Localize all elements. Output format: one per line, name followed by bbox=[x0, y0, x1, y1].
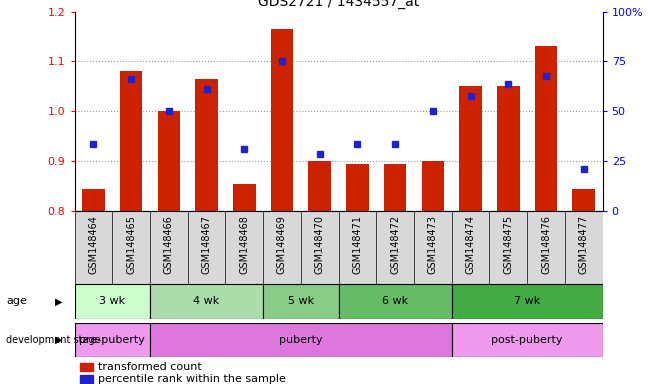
Bar bbox=[112, 211, 150, 284]
Text: GSM148475: GSM148475 bbox=[503, 215, 513, 274]
Bar bbox=[75, 323, 150, 357]
Bar bbox=[80, 363, 93, 371]
Text: GSM148469: GSM148469 bbox=[277, 215, 287, 274]
Text: development stage: development stage bbox=[6, 335, 101, 345]
Text: 5 wk: 5 wk bbox=[288, 296, 314, 306]
Text: GSM148474: GSM148474 bbox=[466, 215, 476, 274]
Bar bbox=[565, 211, 603, 284]
Text: pre-puberty: pre-puberty bbox=[79, 335, 145, 345]
Bar bbox=[82, 189, 105, 211]
Text: percentile rank within the sample: percentile rank within the sample bbox=[98, 374, 286, 384]
Bar bbox=[150, 284, 263, 319]
Text: puberty: puberty bbox=[279, 335, 323, 345]
Bar bbox=[527, 211, 565, 284]
Bar bbox=[150, 211, 188, 284]
Text: GSM148472: GSM148472 bbox=[390, 215, 400, 274]
Bar bbox=[452, 323, 603, 357]
Bar bbox=[188, 211, 226, 284]
Bar bbox=[339, 211, 376, 284]
Bar bbox=[535, 46, 557, 211]
Text: GSM148476: GSM148476 bbox=[541, 215, 551, 274]
Text: GSM148471: GSM148471 bbox=[353, 215, 362, 274]
Text: 4 wk: 4 wk bbox=[193, 296, 220, 306]
Bar bbox=[271, 29, 294, 211]
Bar bbox=[572, 189, 595, 211]
Bar bbox=[339, 284, 452, 319]
Text: GSM148477: GSM148477 bbox=[579, 215, 589, 274]
Bar bbox=[263, 211, 301, 284]
Text: GSM148470: GSM148470 bbox=[315, 215, 325, 274]
Text: age: age bbox=[6, 296, 27, 306]
Text: GSM148467: GSM148467 bbox=[202, 215, 211, 274]
Bar bbox=[459, 86, 482, 211]
Text: 7 wk: 7 wk bbox=[514, 296, 540, 306]
Text: ▶: ▶ bbox=[55, 335, 63, 345]
Text: GSM148468: GSM148468 bbox=[239, 215, 249, 274]
Bar bbox=[452, 211, 489, 284]
Bar bbox=[414, 211, 452, 284]
Text: 3 wk: 3 wk bbox=[99, 296, 125, 306]
Bar bbox=[263, 284, 339, 319]
Text: ▶: ▶ bbox=[55, 296, 63, 306]
Bar bbox=[157, 111, 180, 211]
Bar bbox=[452, 284, 603, 319]
Text: 6 wk: 6 wk bbox=[382, 296, 408, 306]
Title: GDS2721 / 1434557_at: GDS2721 / 1434557_at bbox=[258, 0, 419, 9]
Bar bbox=[120, 71, 143, 211]
Bar bbox=[150, 323, 452, 357]
Bar bbox=[75, 211, 112, 284]
Text: GSM148464: GSM148464 bbox=[88, 215, 98, 274]
Text: GSM148465: GSM148465 bbox=[126, 215, 136, 274]
Bar bbox=[422, 161, 444, 211]
Bar bbox=[301, 211, 339, 284]
Bar bbox=[195, 79, 218, 211]
Text: GSM148473: GSM148473 bbox=[428, 215, 438, 274]
Bar bbox=[384, 164, 406, 211]
Bar bbox=[233, 184, 255, 211]
Bar bbox=[226, 211, 263, 284]
Bar bbox=[80, 375, 93, 383]
Text: post-puberty: post-puberty bbox=[491, 335, 563, 345]
Bar bbox=[497, 86, 520, 211]
Text: GSM148466: GSM148466 bbox=[164, 215, 174, 274]
Bar bbox=[346, 164, 369, 211]
Bar bbox=[489, 211, 527, 284]
Text: transformed count: transformed count bbox=[98, 362, 202, 372]
Bar bbox=[308, 161, 331, 211]
Bar bbox=[75, 284, 150, 319]
Bar bbox=[376, 211, 414, 284]
